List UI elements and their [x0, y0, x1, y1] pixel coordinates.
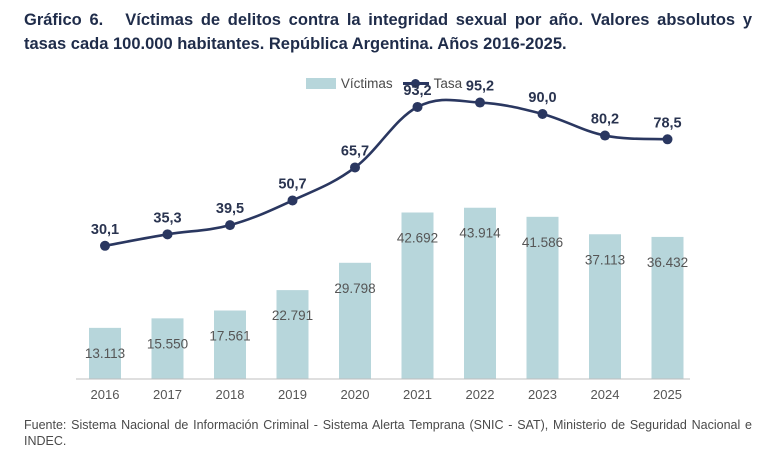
legend-label-bars: Víctimas — [340, 76, 393, 91]
chart-title: Gráfico 6. Víctimas de delitos contra la … — [24, 8, 752, 56]
point-tasa-2019 — [287, 195, 298, 206]
bar-victimas-2020 — [339, 262, 371, 379]
x-tick-label-2024: 2024 — [591, 387, 620, 402]
label-tasa-2022: 95,2 — [466, 79, 494, 95]
line-tasa — [104, 98, 668, 248]
label-tasa-2019: 50,7 — [278, 176, 306, 192]
chart-legend: Víctimas Tasa — [0, 76, 768, 91]
label-tasa-2023: 90,0 — [528, 90, 556, 106]
chart-title-label: Gráfico 6. — [24, 11, 104, 29]
bar-victimas-2022 — [464, 207, 496, 379]
label-tasa-2024: 80,2 — [591, 112, 619, 128]
chart-plot: 30,1 13.113 2016 35,3 15.550 2017 39,5 17.561 20… — [76, 79, 690, 402]
label-victimas-2017: 15.550 — [147, 336, 188, 351]
bar-victimas-2016 — [89, 327, 121, 379]
label-victimas-2021: 42.692 — [397, 231, 438, 246]
label-tasa-2020: 65,7 — [341, 143, 369, 159]
label-victimas-2022: 43.914 — [459, 226, 501, 241]
bar-victimas-2023 — [526, 216, 559, 379]
x-tick-label-2019: 2019 — [278, 387, 307, 402]
label-victimas-2016: 13.113 — [85, 346, 125, 361]
bar-victimas-2025 — [651, 236, 684, 379]
label-tasa-2017: 35,3 — [153, 210, 181, 226]
legend-item-bars: Víctimas — [305, 76, 393, 91]
bar-victimas-2024 — [589, 234, 621, 379]
x-tick-label-2023: 2023 — [528, 387, 557, 402]
point-tasa-2022 — [475, 97, 485, 108]
point-tasa-2021 — [412, 101, 423, 112]
x-tick-label-2017: 2017 — [153, 387, 182, 402]
label-tasa-2025: 78,5 — [653, 115, 681, 131]
bar-victimas-2018 — [214, 310, 246, 379]
point-tasa-2018 — [225, 220, 235, 231]
point-tasa-2025 — [662, 134, 673, 145]
chart-title-text: Víctimas de delitos contra la integridad… — [24, 11, 752, 53]
legend-label-line: Tasa — [433, 76, 463, 91]
label-victimas-2025: 36.432 — [647, 255, 688, 270]
x-tick-label-2022: 2022 — [466, 387, 495, 402]
label-victimas-2023: 41.586 — [522, 235, 563, 250]
point-tasa-2024 — [600, 130, 610, 141]
x-tick-label-2016: 2016 — [91, 387, 120, 402]
label-victimas-2024: 37.113 — [585, 252, 625, 267]
label-tasa-2021: 93,2 — [403, 83, 431, 99]
x-tick-label-2021: 2021 — [403, 387, 432, 402]
legend-swatch-line — [402, 78, 429, 89]
point-tasa-2023 — [537, 109, 548, 119]
x-tick-label-2020: 2020 — [341, 387, 370, 402]
point-tasa-2020 — [350, 162, 360, 173]
label-victimas-2019: 22.791 — [272, 308, 313, 323]
label-victimas-2020: 29.798 — [334, 281, 375, 296]
bar-victimas-2017 — [151, 318, 184, 379]
bar-victimas-2019 — [276, 290, 309, 379]
label-tasa-2018: 39,5 — [216, 201, 244, 217]
x-tick-label-2018: 2018 — [216, 387, 245, 402]
legend-swatch-bars — [305, 78, 336, 89]
bar-victimas-2021 — [401, 212, 434, 379]
source-note: Fuente: Sistema Nacional de Información … — [24, 418, 752, 448]
label-victimas-2018: 17.561 — [209, 329, 250, 344]
legend-item-line: Tasa — [402, 76, 463, 91]
point-tasa-2016 — [100, 240, 110, 251]
label-tasa-2016: 30,1 — [91, 222, 119, 238]
x-tick-label-2025: 2025 — [653, 387, 682, 402]
point-tasa-2017 — [162, 229, 173, 240]
